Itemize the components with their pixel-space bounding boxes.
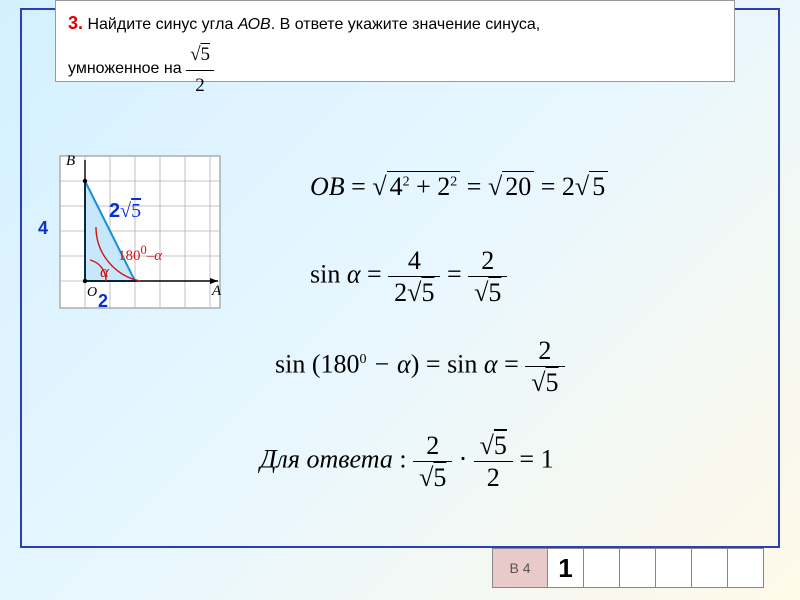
label-B: B (66, 153, 75, 170)
problem-text-1: Найдите синус угла (87, 16, 237, 33)
multiplier-fraction: √5 2 (186, 40, 214, 102)
label-O: O (87, 285, 97, 301)
answer-cell: 1 (548, 548, 584, 588)
answer-cell (656, 548, 692, 588)
grid-diagram: B A O 4 2 2√5 α 1800–α (40, 150, 250, 350)
equation-ob: OB = √42 + 22 = √20 = 2√5 (310, 172, 608, 202)
angle-name: АОВ (238, 16, 271, 33)
answer-cell (620, 548, 656, 588)
hypotenuse-label: 2√5 (109, 200, 141, 223)
equation-answer: Для ответа : 2 √5 ⋅ √5 2 = 1 (260, 430, 554, 493)
answer-cell (728, 548, 764, 588)
side-left: 4 (38, 218, 48, 239)
alpha-label: α (100, 262, 109, 282)
side-bottom: 2 (98, 291, 108, 312)
answer-row: B 4 1 (492, 548, 764, 588)
problem-statement: 3. Найдите синус угла АОВ. В ответе укаж… (55, 0, 735, 82)
problem-text-2: . В ответе укажите значение синуса, (271, 16, 540, 33)
answer-label: B 4 (492, 548, 548, 588)
answer-cell (584, 548, 620, 588)
answer-cell (692, 548, 728, 588)
reflex-label: 1800–α (118, 243, 162, 265)
problem-text-3: умноженное на (68, 60, 186, 77)
equation-sin-reflex: sin (1800 − α) = sin α = 2 √5 (275, 335, 565, 398)
equation-sin-alpha: sin α = 4 2√5 = 2 √5 (310, 245, 507, 308)
problem-number: 3. (68, 13, 83, 33)
label-A: A (212, 283, 221, 300)
